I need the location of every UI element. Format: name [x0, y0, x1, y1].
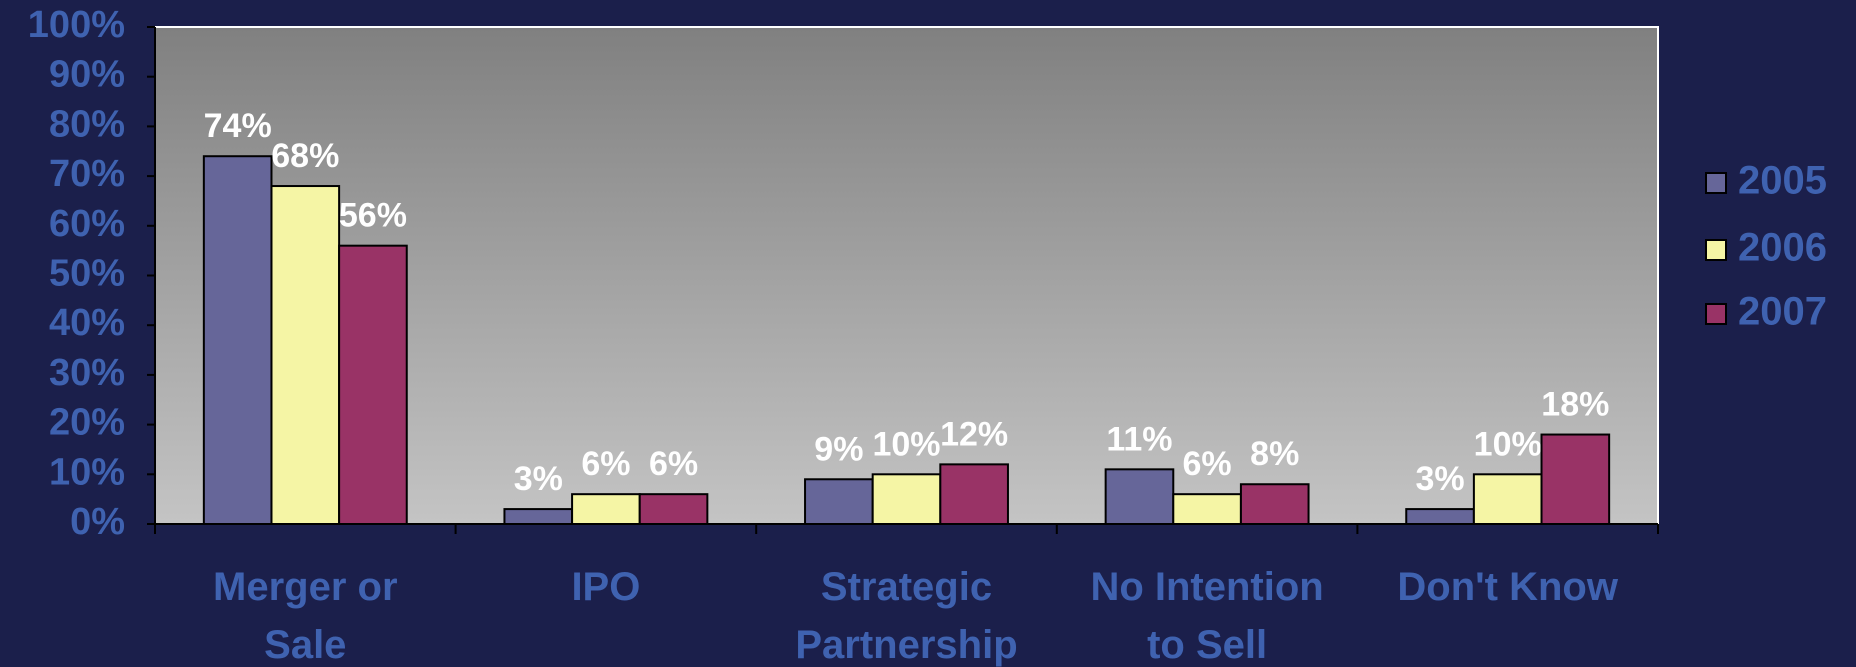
bar — [638, 493, 709, 525]
x-tick-label: Strategic Partnership — [795, 565, 1018, 667]
data-label: 3% — [1415, 460, 1464, 498]
y-tick-label: 100% — [28, 4, 125, 46]
data-label: 18% — [1541, 386, 1609, 424]
y-tick-label: 80% — [49, 103, 125, 145]
bar — [939, 463, 1009, 525]
bar — [1405, 508, 1475, 525]
legend-swatch — [1705, 172, 1727, 194]
bar — [338, 244, 408, 525]
y-tick-label: 90% — [49, 54, 125, 96]
bar — [1239, 483, 1310, 525]
bar — [1172, 493, 1242, 525]
bar — [804, 478, 874, 525]
y-tick-label: 0% — [70, 501, 125, 543]
data-label: 68% — [271, 137, 339, 175]
x-tick-label: Merger or Sale — [213, 565, 398, 667]
bar — [871, 473, 942, 525]
y-tick-label: 50% — [49, 253, 125, 295]
data-label: 11% — [1106, 420, 1172, 458]
legend-swatch — [1705, 239, 1727, 261]
y-tick-label: 60% — [49, 203, 125, 245]
y-tick-label: 30% — [49, 352, 125, 394]
bar — [202, 155, 273, 525]
legend-label: 2005 — [1738, 159, 1827, 203]
bar — [1472, 473, 1543, 525]
bar — [1540, 433, 1611, 526]
data-label: 9% — [814, 430, 863, 468]
bar — [503, 508, 574, 525]
x-tick-label: IPO — [571, 565, 641, 609]
data-label: 56% — [339, 197, 407, 235]
data-label: 6% — [1183, 445, 1232, 483]
y-tick-label: 70% — [49, 153, 125, 195]
legend-label: 2007 — [1738, 290, 1827, 334]
data-label: 74% — [204, 107, 272, 145]
bar — [571, 493, 641, 525]
data-label: 8% — [1250, 435, 1299, 473]
x-tick-label: Don't Know — [1397, 565, 1618, 609]
bar — [270, 185, 341, 525]
data-label: 3% — [514, 460, 563, 498]
legend-swatch — [1705, 303, 1727, 325]
bar — [1104, 468, 1175, 525]
data-label: 10% — [1474, 425, 1542, 463]
data-label: 6% — [649, 445, 698, 483]
legend-label: 2006 — [1738, 226, 1827, 270]
y-tick-label: 40% — [49, 302, 125, 344]
y-tick-label: 10% — [49, 451, 125, 493]
data-label: 10% — [872, 425, 940, 463]
x-tick-label: No Intention to Sell — [1090, 565, 1324, 667]
y-tick-label: 20% — [49, 402, 125, 444]
data-label: 6% — [581, 445, 630, 483]
data-label: 12% — [940, 415, 1008, 453]
